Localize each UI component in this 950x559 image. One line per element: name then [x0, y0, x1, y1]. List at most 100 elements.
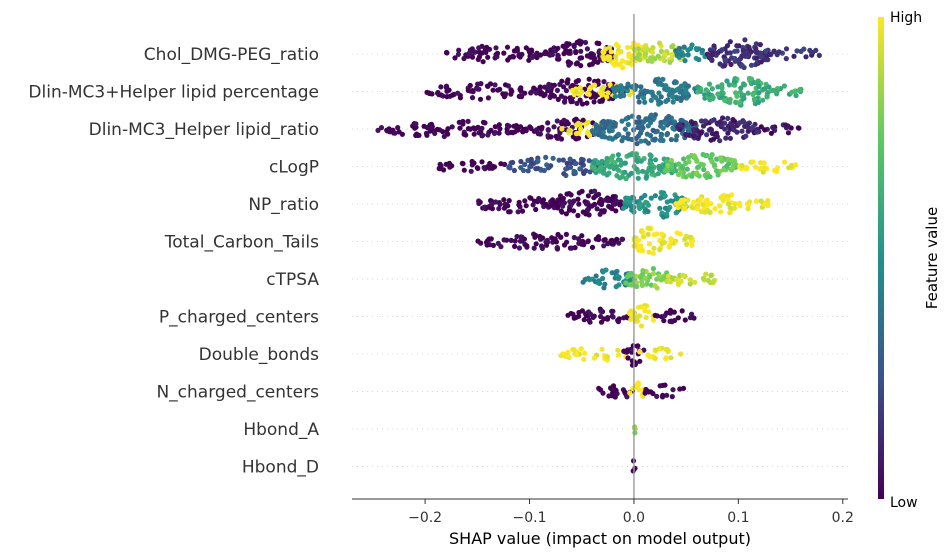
shap-point [717, 119, 723, 125]
shap-point [727, 205, 733, 211]
shap-point [600, 269, 606, 275]
shap-point [601, 209, 607, 215]
shap-point [627, 152, 633, 158]
shap-point [737, 89, 744, 95]
shap-point [638, 138, 644, 144]
shap-point [592, 94, 598, 100]
shap-point [566, 207, 573, 213]
shap-point [615, 276, 622, 282]
shap-point [613, 208, 619, 214]
shap-point [476, 54, 483, 60]
shap-point [661, 239, 668, 246]
shap-point [437, 161, 443, 167]
shap-point [434, 126, 440, 132]
shap-point [621, 348, 627, 354]
shap-point [606, 128, 613, 134]
shap-point [763, 57, 769, 63]
shap-point [676, 200, 683, 206]
shap-point [623, 176, 629, 182]
shap-point [760, 169, 766, 175]
shap-point [558, 208, 565, 214]
shap-point [610, 383, 617, 389]
shap-point [646, 225, 652, 231]
shap-point [604, 354, 611, 360]
shap-point [781, 159, 788, 165]
shap-point [613, 164, 619, 170]
shap-point [554, 246, 561, 252]
shap-point [514, 233, 520, 240]
shap-point [452, 55, 458, 61]
shap-point [606, 170, 612, 176]
shap-point [638, 243, 644, 249]
feature-label: cLogP [269, 158, 319, 178]
shap-point [685, 52, 691, 58]
shap-point [731, 79, 738, 85]
shap-point [641, 95, 647, 101]
shap-point [616, 132, 622, 138]
shap-point [665, 163, 671, 169]
shap-point [522, 198, 528, 204]
shap-point [477, 96, 484, 102]
shap-point [604, 155, 610, 162]
shap-point [708, 272, 714, 279]
shap-point [581, 356, 587, 362]
shap-point [643, 51, 649, 57]
shap-point [438, 84, 444, 90]
shap-point [680, 165, 686, 171]
shap-point [662, 193, 668, 199]
shap-point [783, 56, 789, 62]
shap-point [717, 138, 723, 144]
shap-point [691, 153, 697, 159]
shap-point [633, 316, 639, 322]
shap-point [562, 99, 568, 105]
shap-point [632, 426, 638, 432]
shap-point [577, 85, 583, 91]
shap-point [674, 277, 680, 283]
shap-point [475, 86, 481, 92]
shap-point [599, 98, 605, 104]
shap-point [709, 51, 715, 58]
shap-point [641, 347, 647, 353]
shap-point [711, 162, 717, 168]
shap-point [645, 208, 651, 215]
shap-point [645, 231, 651, 237]
shap-point [600, 129, 606, 135]
shap-point [572, 169, 578, 175]
shap-point [522, 161, 528, 168]
shap-point [592, 201, 598, 207]
shap-point [591, 160, 597, 166]
shap-point [668, 238, 674, 245]
shap-point [674, 51, 680, 57]
shap-point [543, 242, 550, 248]
shap-point [591, 195, 597, 201]
shap-point [793, 92, 799, 99]
shap-point [582, 350, 588, 356]
shap-point [510, 54, 517, 60]
shap-point [658, 133, 664, 139]
shap-point [674, 95, 680, 102]
shap-point [501, 237, 507, 243]
shap-point [703, 271, 709, 277]
shap-point [457, 125, 463, 131]
shap-point [541, 167, 547, 174]
shap-point [560, 203, 566, 209]
shap-point [533, 166, 539, 172]
shap-point [428, 121, 435, 127]
shap-point [646, 241, 653, 247]
shap-point [545, 127, 551, 133]
shap-point [692, 279, 698, 285]
shap-point [585, 193, 592, 199]
shap-point [455, 51, 461, 58]
shap-point [786, 165, 792, 171]
shap-point [652, 193, 659, 199]
shap-point [645, 352, 651, 358]
shap-point [429, 91, 435, 97]
shap-point [495, 87, 501, 93]
shap-point [591, 313, 597, 319]
shap-point [558, 93, 565, 99]
shap-point [700, 123, 707, 129]
feature-label: Hbond_A [243, 420, 319, 440]
shap-point [576, 201, 582, 207]
shap-point [585, 238, 591, 244]
shap-point [591, 82, 598, 88]
